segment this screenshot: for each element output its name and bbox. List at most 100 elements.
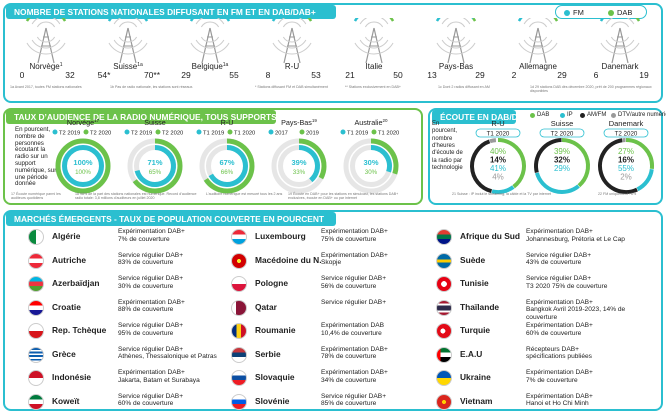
audience-country: Pays-Bas19 — [281, 118, 317, 127]
market-name: Indonésie — [52, 372, 92, 382]
legend-dot-1 — [268, 129, 274, 135]
share-value: 55% — [618, 164, 634, 173]
listening-period: T2 2020 — [551, 131, 574, 138]
listening-intro-line: la radio par — [432, 157, 463, 164]
market-coverage: T3 2020 75% de couverture — [526, 282, 608, 290]
audience-group-1: Suisse T2 2019 T2 2020 71% 65% — [124, 118, 183, 194]
listening-group-2: Danemark T2 2020 27%16%55%2% — [598, 119, 654, 194]
wave-icon — [31, 18, 61, 25]
listening-group-0: R-U T1 2020 40%14%41%4% — [470, 119, 526, 194]
market-coverage: spécifications publiées — [526, 353, 592, 360]
uae-flag-icon — [436, 346, 452, 363]
market-coverage: 75% de couverture — [321, 235, 377, 243]
station-group-3: R-U 8 53 — [266, 18, 321, 80]
croatia-flag-icon — [28, 299, 44, 316]
legend-dot-2 — [299, 129, 305, 135]
listening-panel — [428, 108, 663, 205]
market-name: Serbie — [255, 348, 281, 359]
market-coverage: Bangkok Avril 2019-2023, 14% de couvertu… — [526, 306, 626, 321]
market-status: Expérimentation DAB+ — [118, 228, 185, 235]
audience-group-4: Australie20 T1 2019 T1 2020 30% 30% — [340, 118, 399, 194]
wave-icon — [610, 21, 630, 28]
inner-ring — [370, 145, 392, 173]
wave-icon — [446, 21, 466, 28]
wave-icon — [523, 18, 553, 25]
audience-intro-line: donnée — [15, 180, 36, 188]
market-name: Autriche — [52, 254, 86, 265]
wave-icon — [282, 36, 302, 43]
share-arc — [497, 138, 526, 189]
legend-dot-2 — [371, 129, 377, 135]
audience-period-1: T1 2019 — [347, 131, 368, 137]
market-coverage: 7% de couverture — [526, 376, 578, 384]
dab-value: 53 — [311, 70, 321, 80]
audience-value-2: 100% — [75, 169, 91, 176]
outer-ring — [132, 138, 183, 194]
listening-country: Suisse — [551, 119, 574, 128]
audience-value-2: 65% — [149, 169, 162, 176]
audience-period-1: T1 2019 — [203, 131, 224, 137]
market-name: Ukraine — [460, 372, 491, 382]
fm-share-arc — [517, 18, 523, 22]
wave-icon — [272, 42, 312, 55]
legend-dab-label: DAB — [617, 8, 633, 17]
legend-label: AM/FM — [587, 112, 607, 118]
kuwait-flag-icon — [28, 393, 44, 410]
market-name: Suède — [460, 254, 486, 265]
market-name: Tunisie — [460, 278, 489, 288]
outer-ring — [298, 138, 327, 180]
market-status: Service régulier DAB+ — [118, 392, 184, 400]
thailand-flag-icon — [436, 299, 452, 316]
tunisia-flag-icon — [436, 276, 452, 292]
legend-label: IP — [567, 112, 573, 118]
market-status: Service régulier DAB+ — [526, 275, 592, 282]
country-name: R-U — [285, 62, 299, 71]
market-coverage: 34% de couverture — [321, 376, 377, 384]
market-coverage: 83% de couverture — [118, 259, 174, 266]
wave-icon — [436, 18, 476, 22]
wave-icon — [446, 36, 466, 43]
market-status: Expérimentation DAB+ — [118, 369, 185, 376]
wave-icon — [113, 39, 143, 49]
audience-intro-line: support — [15, 160, 36, 167]
market-coverage: 60% de couverture — [526, 329, 582, 337]
wave-icon — [436, 42, 476, 55]
share-value: 29% — [554, 164, 570, 173]
austria-flag-icon — [28, 252, 44, 269]
wave-icon — [26, 42, 66, 55]
audience-group-0: Norvège17 T2 2019 T2 2020 100% 100% — [52, 118, 111, 194]
fm-share-arc — [189, 18, 231, 22]
country-name: Pays-Bas — [439, 62, 473, 71]
listening-intro-line: d'heures — [432, 142, 455, 149]
share-arc — [489, 138, 497, 144]
audience-country: Australie20 — [355, 118, 388, 127]
audience-country: Norvège17 — [67, 118, 100, 127]
market-status: Service régulier DAB+ — [526, 251, 592, 259]
period-pill — [539, 128, 585, 138]
wave-icon — [364, 36, 384, 43]
audience-period-2: T2 2020 — [162, 131, 183, 137]
share-value: 40% — [490, 147, 506, 156]
market-name: Algérie — [52, 231, 81, 241]
wave-icon — [359, 18, 389, 25]
share-arc — [598, 138, 638, 194]
market-name: Roumanie — [255, 325, 296, 335]
market-status: Expérimentation DAB — [321, 322, 385, 329]
listening-intro-line: d'écoute de — [432, 150, 463, 157]
stations-panel-title: NOMBRE DE STATIONS NATIONALES DIFFUSANT … — [6, 5, 336, 19]
audience-value-1: 71% — [147, 158, 162, 167]
czech-flag-icon — [28, 323, 44, 339]
market-coverage: 30% de couverture — [118, 282, 174, 290]
footnote-4: 1c Dont 2 radios diffusant en AM — [438, 85, 490, 89]
audience-value-2: 30% — [365, 169, 378, 176]
footnote-1: 22 FM uniquement : 6% — [598, 192, 637, 196]
wave-icon — [190, 18, 230, 22]
dab-share-arc — [307, 18, 313, 22]
market-coverage: 88% de couverture — [118, 306, 174, 313]
share-arc — [534, 138, 562, 173]
wave-icon — [282, 21, 302, 28]
